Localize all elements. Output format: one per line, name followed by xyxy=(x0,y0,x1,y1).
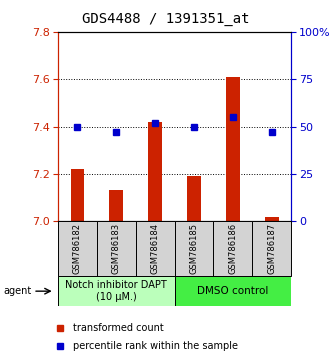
Text: agent: agent xyxy=(3,286,31,296)
Text: GSM786187: GSM786187 xyxy=(267,223,276,274)
Bar xyxy=(252,221,291,276)
Bar xyxy=(136,221,174,276)
Bar xyxy=(97,221,136,276)
Bar xyxy=(148,122,162,221)
Bar xyxy=(110,190,123,221)
Text: transformed count: transformed count xyxy=(73,323,164,333)
Text: GDS4488 / 1391351_at: GDS4488 / 1391351_at xyxy=(82,12,249,27)
Bar xyxy=(58,221,97,276)
Bar xyxy=(226,77,240,221)
Bar xyxy=(174,276,291,306)
Text: GSM786183: GSM786183 xyxy=(112,223,121,274)
Bar xyxy=(174,221,213,276)
Text: GSM786186: GSM786186 xyxy=(228,223,237,274)
Bar xyxy=(265,217,279,221)
Bar xyxy=(71,169,84,221)
Text: GSM786185: GSM786185 xyxy=(190,223,199,274)
Text: GSM786182: GSM786182 xyxy=(73,223,82,274)
Text: GSM786184: GSM786184 xyxy=(151,223,160,274)
Bar xyxy=(58,276,174,306)
Text: DMSO control: DMSO control xyxy=(197,286,269,296)
Bar xyxy=(213,221,252,276)
Text: percentile rank within the sample: percentile rank within the sample xyxy=(73,341,238,351)
Text: Notch inhibitor DAPT
(10 μM.): Notch inhibitor DAPT (10 μM.) xyxy=(66,280,167,302)
Bar xyxy=(187,176,201,221)
